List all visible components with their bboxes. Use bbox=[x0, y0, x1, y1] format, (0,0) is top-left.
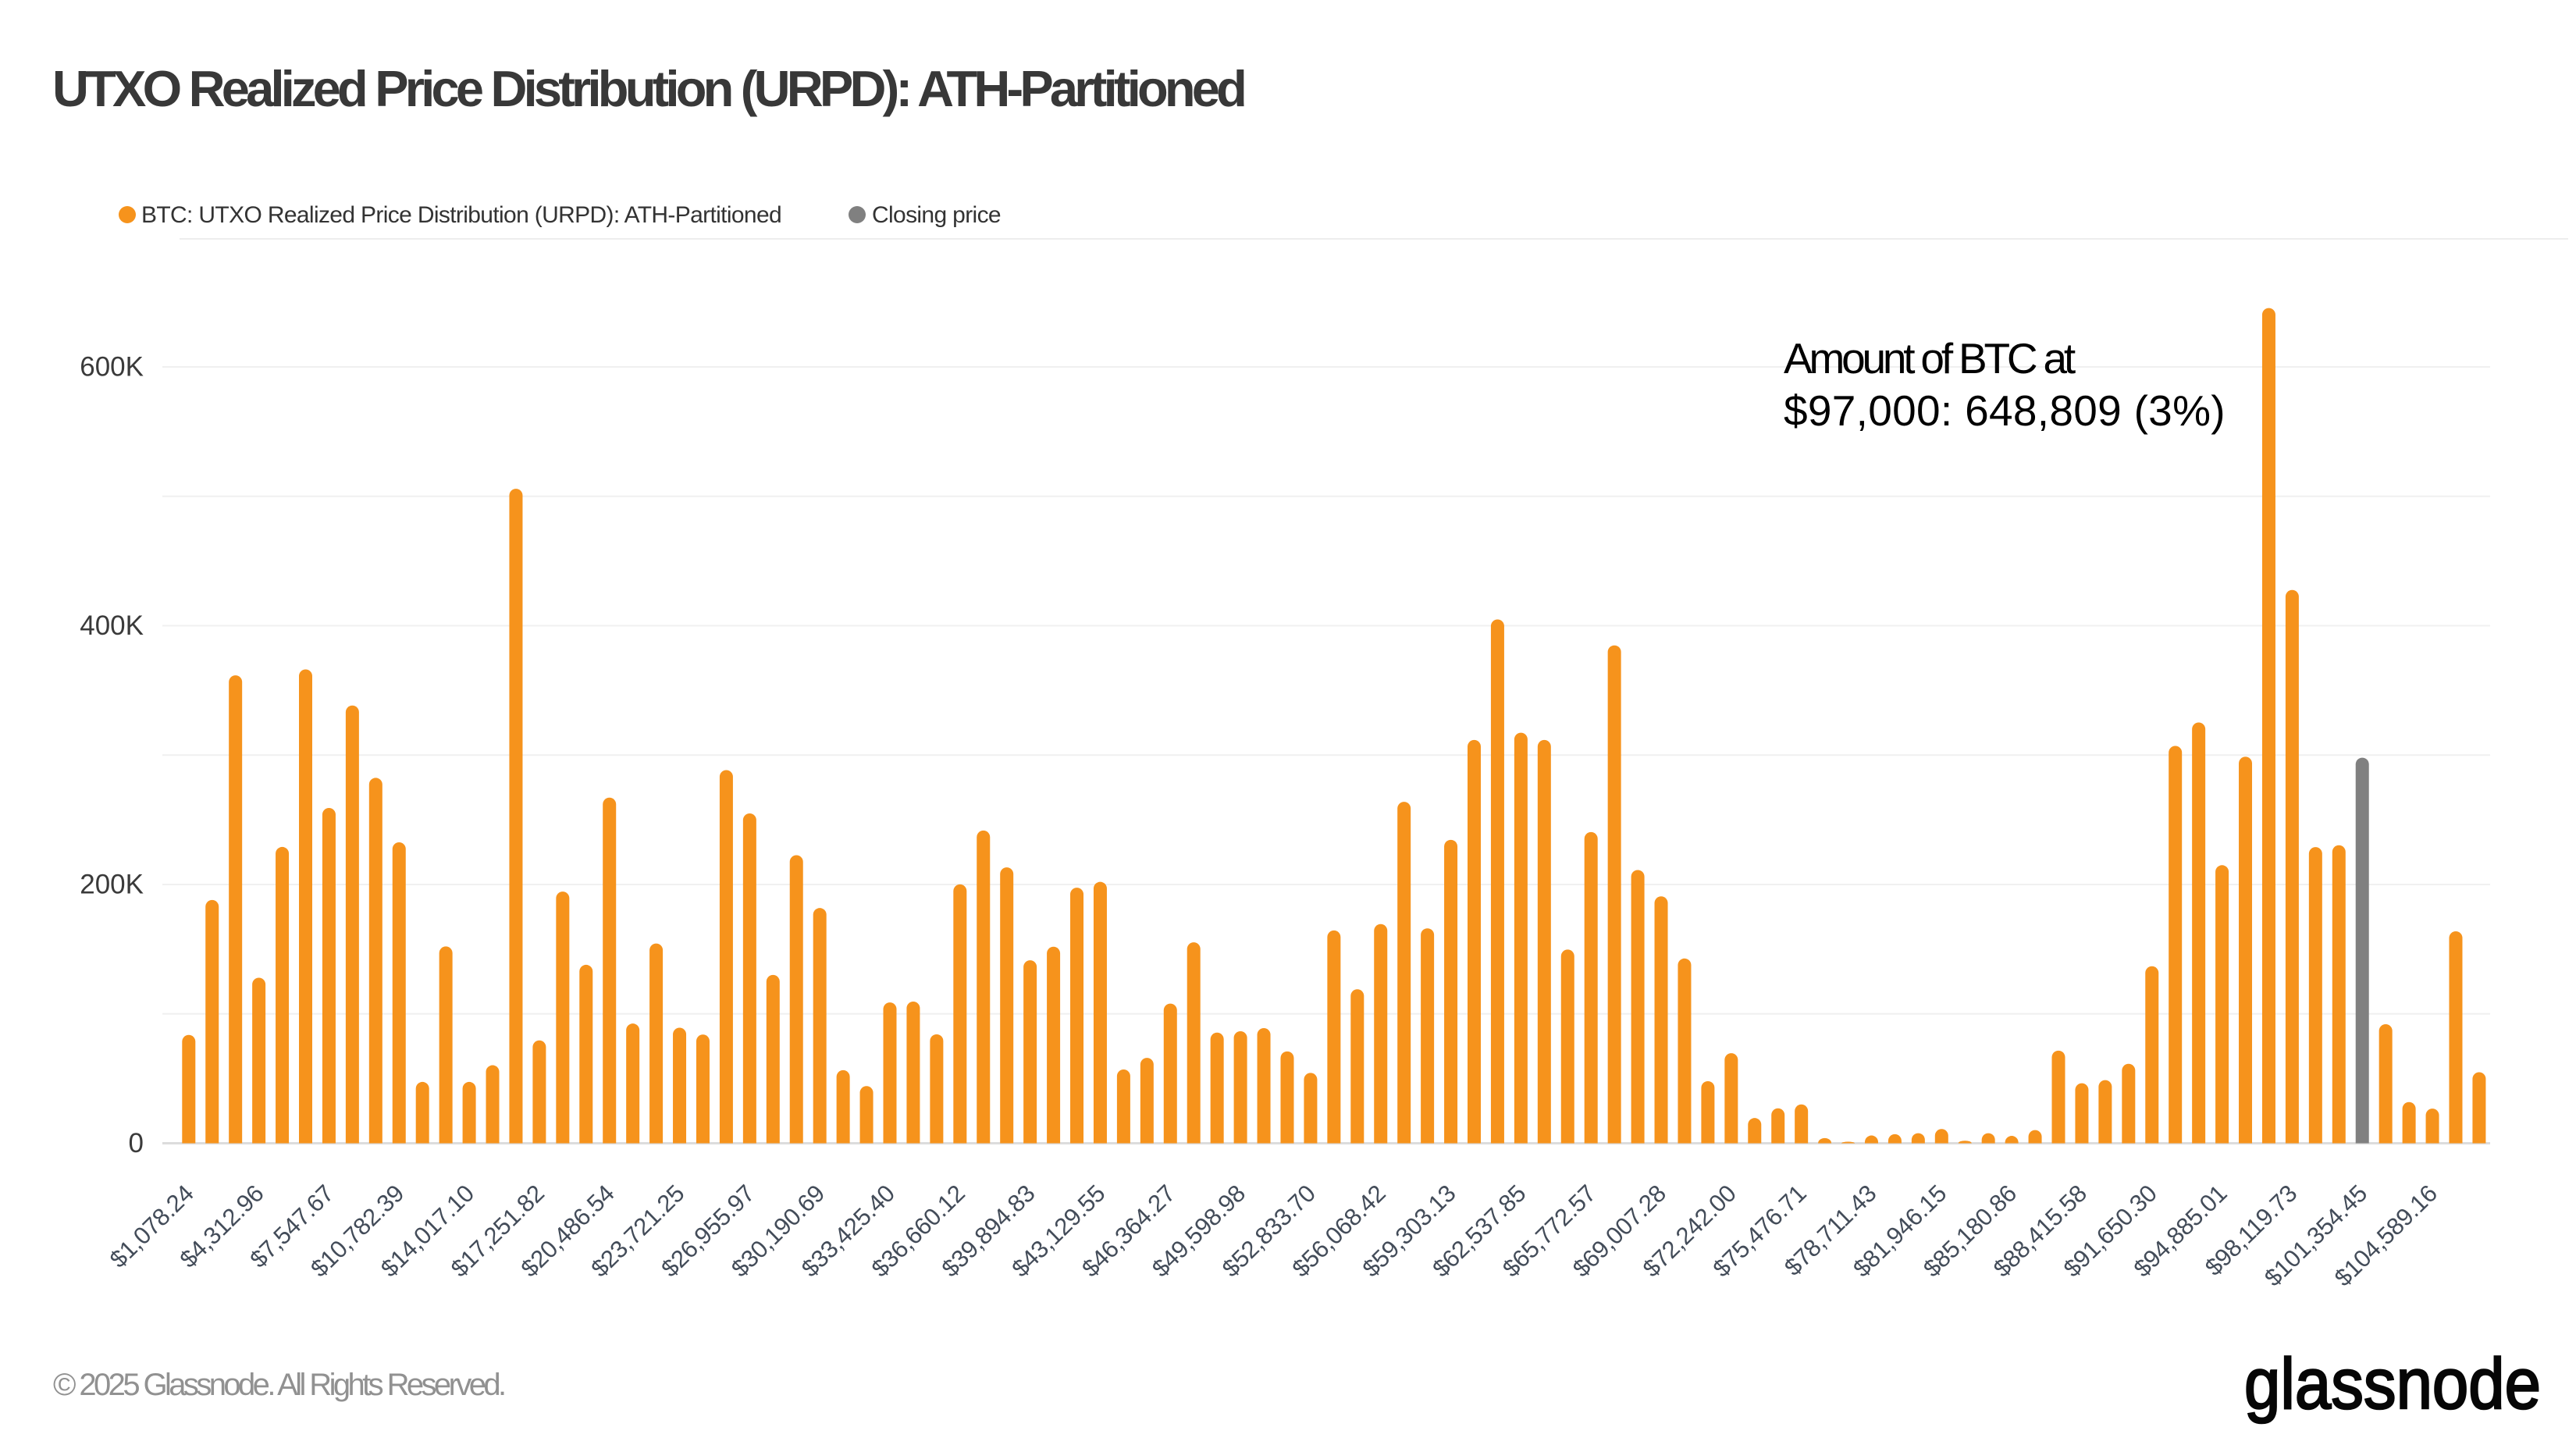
svg-text:400K: 400K bbox=[80, 610, 144, 641]
svg-text:200K: 200K bbox=[80, 870, 144, 900]
svg-text:0: 0 bbox=[129, 1128, 144, 1158]
svg-text:600K: 600K bbox=[80, 352, 144, 383]
svg-text:glassnode: glassnode bbox=[2244, 1344, 2541, 1424]
